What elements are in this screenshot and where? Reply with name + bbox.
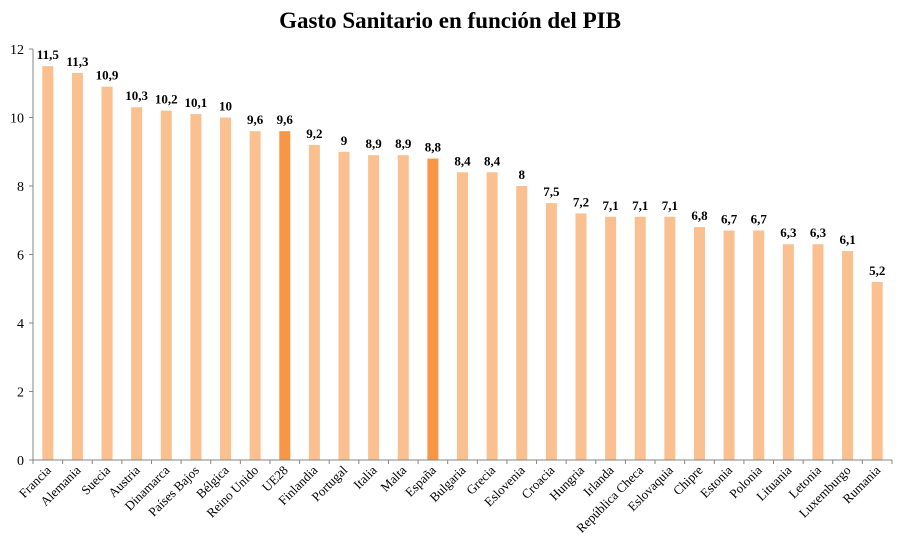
x-tick-label: Italia — [350, 462, 380, 492]
bar-letonia — [812, 244, 824, 460]
data-label: 6,3 — [810, 225, 827, 240]
data-label: 8,8 — [425, 140, 442, 155]
data-label: 7,1 — [602, 198, 618, 213]
data-label: 7,1 — [632, 198, 648, 213]
y-tick-label: 2 — [17, 386, 24, 401]
data-label: 8,4 — [454, 153, 471, 168]
bar-alemania — [71, 72, 83, 460]
data-label: 10,3 — [125, 88, 148, 103]
bar-reino-unido — [249, 131, 261, 460]
bar-república-checa — [634, 216, 646, 460]
bar-polonia — [753, 230, 765, 460]
bar-bélgica — [220, 117, 232, 460]
data-label: 7,1 — [662, 198, 678, 213]
bar-grecia — [486, 172, 498, 461]
data-label: 9,2 — [306, 126, 322, 141]
y-tick-label: 12 — [10, 43, 24, 58]
data-label: 11,3 — [66, 54, 89, 69]
data-label: 6,7 — [751, 212, 768, 227]
data-label: 9,6 — [277, 112, 294, 127]
bar-croacia — [545, 203, 557, 460]
data-label: 10,2 — [155, 92, 178, 107]
bar-irlanda — [605, 216, 617, 460]
bar-estonia — [723, 230, 735, 460]
data-label: 10,1 — [185, 95, 208, 110]
bar-países-bajos — [190, 114, 202, 460]
bar-suecia — [101, 86, 113, 461]
bar-bulgaria — [457, 172, 468, 461]
data-label: 8 — [518, 167, 525, 182]
y-tick-label: 6 — [17, 249, 24, 264]
bar-eslovenia — [516, 186, 528, 460]
data-label: 7,2 — [573, 194, 589, 209]
data-label: 11,5 — [37, 47, 60, 62]
bar-malta — [397, 155, 409, 461]
y-tick-label: 10 — [10, 112, 24, 127]
y-tick-label: 0 — [17, 454, 24, 469]
bar-chipre — [693, 227, 705, 460]
bar-eslovaquia — [664, 216, 676, 460]
data-label: 9 — [341, 133, 348, 148]
bar-dinamarca — [160, 110, 172, 461]
bar-hungria — [575, 213, 587, 460]
data-label: 9,6 — [247, 112, 264, 127]
bar-ue28 — [279, 131, 291, 460]
data-label: 8,9 — [395, 136, 412, 151]
bar-finlandia — [308, 144, 320, 460]
data-label: 8,9 — [366, 136, 383, 151]
bar-rumania — [871, 281, 883, 460]
y-tick-label: 4 — [17, 317, 24, 332]
bar-lituania — [782, 244, 794, 460]
y-tick-label: 8 — [17, 180, 24, 195]
bar-españa — [427, 158, 439, 460]
bar-italia — [368, 155, 380, 461]
bar-portugal — [338, 151, 350, 460]
data-label: 10 — [219, 99, 232, 114]
chart-title: Gasto Sanitario en función del PIB — [279, 8, 621, 33]
bar-francia — [42, 66, 54, 460]
data-label: 8,4 — [484, 153, 501, 168]
data-label: 6,3 — [780, 225, 797, 240]
bar-luxemburgo — [842, 251, 854, 460]
data-label: 6,7 — [721, 212, 738, 227]
data-label: 6,8 — [691, 208, 708, 223]
data-label: 10,9 — [96, 68, 119, 83]
data-label: 6,1 — [839, 232, 855, 247]
data-label: 5,2 — [869, 263, 885, 278]
data-label: 7,5 — [543, 184, 560, 199]
bar-austria — [131, 107, 143, 460]
